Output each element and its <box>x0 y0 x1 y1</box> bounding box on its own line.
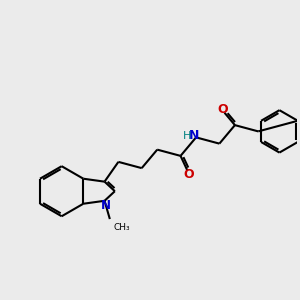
Text: N: N <box>101 199 111 212</box>
Text: O: O <box>183 168 194 181</box>
Text: O: O <box>218 103 228 116</box>
Text: CH₃: CH₃ <box>113 223 130 232</box>
Text: N: N <box>188 129 199 142</box>
Text: H: H <box>182 131 191 141</box>
